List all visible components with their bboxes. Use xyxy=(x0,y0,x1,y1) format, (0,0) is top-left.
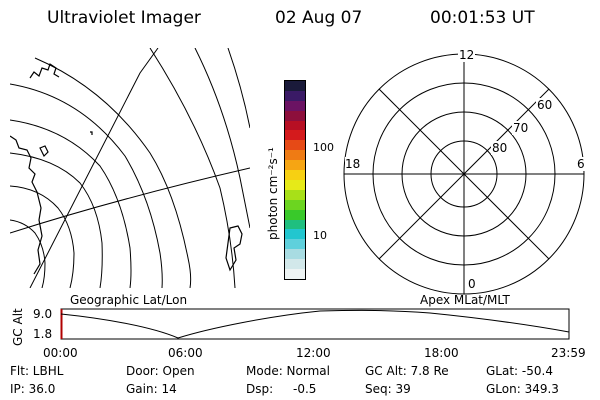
mlat-label-60: 60 xyxy=(536,98,554,112)
altitude-xtick-0000: 00:00 xyxy=(43,346,78,360)
altitude-plot xyxy=(60,308,570,340)
altitude-ytick-9: 9.0 xyxy=(33,307,53,321)
colorbar-segment xyxy=(285,110,305,121)
mlt-label-12: 12 xyxy=(458,48,476,62)
colorbar-segment xyxy=(285,150,305,161)
color-bar xyxy=(284,80,306,280)
time-label: 00:01:53 UT xyxy=(430,8,535,28)
dsp-value: -0.5 xyxy=(293,382,317,396)
colorbar-segment xyxy=(285,130,305,141)
gain-status: Gain: 14 xyxy=(126,382,177,396)
seq-status: Seq: 39 xyxy=(365,382,411,396)
filter-status: Flt: LBHL xyxy=(10,364,64,378)
altitude-ytick-1-8: 1.8 xyxy=(33,327,53,341)
polar-label: Apex MLat/MLT xyxy=(420,293,510,307)
colorbar-label: photon cm⁻²s⁻¹ xyxy=(266,147,280,240)
mlt-label-6: 6 xyxy=(577,157,585,171)
colorbar-tick-100: 100 xyxy=(313,141,334,154)
altitude-xtick-2359: 23:59 xyxy=(551,346,586,360)
colorbar-segment xyxy=(285,90,305,101)
altitude-axis-label: GC Alt xyxy=(11,308,25,346)
altitude-xtick-1200: 12:00 xyxy=(296,346,331,360)
colorbar-segment xyxy=(285,239,305,250)
door-status: Door: Open xyxy=(126,364,195,378)
map-label: Geographic Lat/Lon xyxy=(70,293,188,307)
colorbar-segment xyxy=(285,259,305,270)
glon-status: GLon: 349.3 xyxy=(486,382,559,396)
colorbar-tick-10: 10 xyxy=(313,229,327,242)
colorbar-segment xyxy=(285,170,305,180)
colorbar-segment xyxy=(285,199,305,210)
colorbar-segment xyxy=(285,100,305,111)
colorbar-segment xyxy=(285,140,305,151)
mode-status: Mode: Normal xyxy=(246,364,330,378)
mlat-label-80: 80 xyxy=(491,141,509,155)
ip-status: IP: 36.0 xyxy=(10,382,56,396)
mlat-label-70: 70 xyxy=(512,121,530,135)
glat-status: GLat: -50.4 xyxy=(486,364,553,378)
colorbar-segment xyxy=(285,219,305,230)
geographic-map xyxy=(10,48,250,288)
altitude-xtick-0600: 06:00 xyxy=(168,346,203,360)
mlt-label-18: 18 xyxy=(345,157,361,171)
gc-alt-status: GC Alt: 7.8 Re xyxy=(365,364,449,378)
instrument-title: Ultraviolet Imager xyxy=(47,8,201,28)
colorbar-segment xyxy=(285,179,305,190)
colorbar-segment xyxy=(285,209,305,220)
colorbar-segment xyxy=(285,160,305,171)
colorbar-segment xyxy=(285,120,305,131)
colorbar-segment xyxy=(285,229,305,240)
colorbar-segment xyxy=(285,249,305,260)
mlt-label-0: 0 xyxy=(468,277,476,291)
colorbar-segment xyxy=(285,80,305,91)
date-label: 02 Aug 07 xyxy=(275,8,363,28)
colorbar-segment xyxy=(285,189,305,200)
altitude-xtick-1800: 18:00 xyxy=(424,346,459,360)
colorbar-segment xyxy=(285,269,305,279)
dsp-label: Dsp: xyxy=(246,382,274,396)
polar-plot xyxy=(343,53,585,295)
